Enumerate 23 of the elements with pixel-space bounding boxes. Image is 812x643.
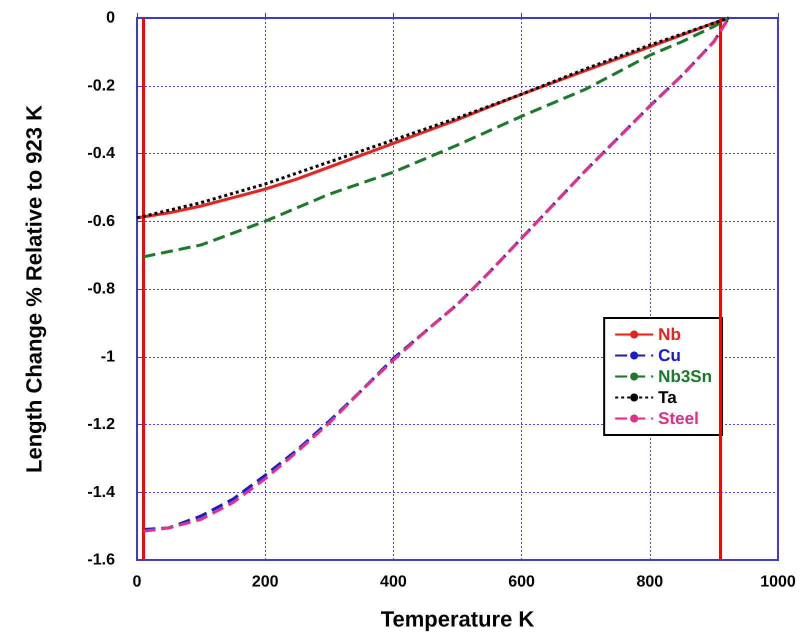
y-tick-label: -1.2 [87, 416, 116, 433]
y-tick-label: -0.4 [87, 145, 116, 162]
y-tick-label: -1.4 [87, 484, 116, 501]
x-tick-label: 800 [636, 574, 664, 590]
x-axis-title: Temperature K [380, 606, 534, 632]
x-tick-label: 0 [132, 574, 142, 590]
x-tick-label: 600 [508, 574, 536, 590]
y-tick-label: -1.6 [87, 552, 116, 568]
y-tick-label: 0 [106, 10, 116, 26]
line-series [142, 16, 730, 258]
x-tick-label: 400 [380, 574, 407, 590]
y-tick-label: -1 [100, 348, 116, 366]
y-tick-label: -0.6 [87, 212, 116, 230]
y-tick-label: -0.8 [87, 280, 116, 298]
y-axis-title: Length Change % Relative to 923 K [22, 104, 46, 473]
legend-label: Nb [658, 325, 681, 344]
y-tick-label: -0.2 [87, 77, 116, 94]
legend-label: Steel [658, 409, 699, 428]
legend-label: Ta [658, 388, 678, 407]
legend-label: Nb3Sn [658, 367, 712, 386]
legend-label: Cu [658, 346, 681, 365]
x-tick-label: 1000 [760, 574, 796, 590]
x-tick-label: 200 [252, 574, 279, 590]
